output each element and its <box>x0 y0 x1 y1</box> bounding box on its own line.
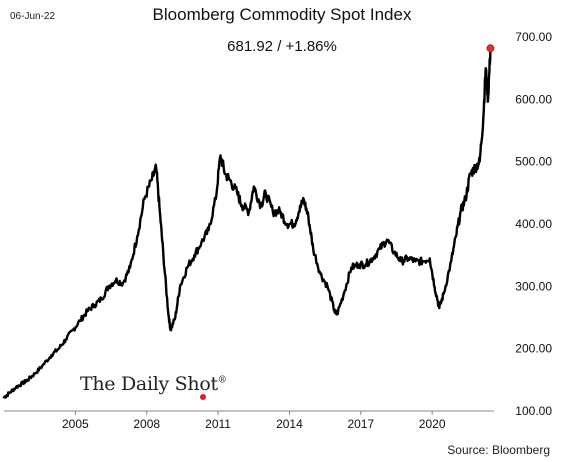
y-tick-label: 300.00 <box>515 279 552 293</box>
registered-mark: ® <box>217 375 227 386</box>
y-tick-label: 600.00 <box>515 92 552 106</box>
x-axis: 2005 2008 2011 2014 2017 2020 <box>62 411 446 431</box>
y-tick-label: 700.00 <box>515 30 552 44</box>
x-tick-label: 2008 <box>133 417 160 431</box>
date-label: 06-Jun-22 <box>10 11 56 22</box>
y-tick-label: 400.00 <box>515 217 552 231</box>
x-tick-label: 2005 <box>62 417 89 431</box>
daily-shot-logo: The Daily Shot® <box>80 373 227 400</box>
logo-text: The Daily Shot <box>80 373 218 395</box>
readout-separator: / <box>273 38 286 55</box>
value-readout: 681.92 / +1.86% <box>0 38 564 55</box>
y-tick-label: 200.00 <box>515 342 552 356</box>
x-tick-label: 2011 <box>205 417 231 431</box>
x-tick-label: 2014 <box>276 417 303 431</box>
y-tick-label: 100.00 <box>515 404 552 418</box>
percent-change: +1.86% <box>285 38 337 55</box>
y-axis: 100.00 200.00 300.00 400.00 500.00 600.00 700.… <box>515 30 552 418</box>
x-tick-label: 2017 <box>347 417 374 431</box>
latest-value: 681.92 <box>227 38 274 55</box>
end-point-marker <box>486 44 495 53</box>
series-line <box>2 47 492 399</box>
y-tick-label: 500.00 <box>515 155 552 169</box>
logo-dot-icon <box>200 394 206 400</box>
chart-title: Bloomberg Commodity Spot Index <box>152 5 412 24</box>
x-tick-label: 2020 <box>419 417 446 431</box>
source-note: Source: Bloomberg <box>447 443 550 457</box>
